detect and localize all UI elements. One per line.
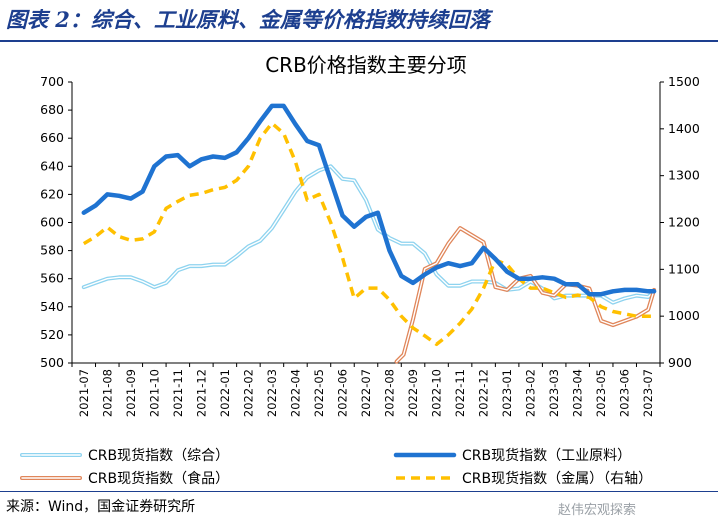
x-tick-label: 2023-04	[571, 369, 585, 417]
x-tick-label: 2021-09	[124, 369, 138, 417]
figure-title: 图表 2：综合、工业原料、金属等价格指数持续回落	[6, 7, 490, 32]
x-tick-label: 2023-05	[594, 369, 608, 417]
x-tick-label: 2022-02	[241, 369, 255, 417]
x-tick-label: 2021-07	[77, 369, 91, 417]
y-left-tick-label: 620	[40, 186, 64, 201]
y-left-tick-label: 560	[40, 271, 64, 286]
legend-label: CRB现货指数（工业原料）	[462, 447, 631, 464]
chart-title: CRB价格指数主要分项	[265, 53, 467, 77]
x-tick-label: 2021-10	[147, 369, 161, 417]
legend-label: CRB现货指数（金属）（右轴）	[462, 470, 652, 487]
y-left-tick-label: 680	[40, 102, 64, 117]
y-right-tick-label: 1500	[668, 74, 700, 89]
x-tick-label: 2023-03	[547, 369, 561, 417]
axes: 500 520 540 560 580 600 620 640 660 680 700 900 1000…	[40, 74, 700, 417]
x-tick-label: 2021-08	[100, 369, 114, 417]
y-right-tick-label: 1300	[668, 168, 700, 183]
x-tick-label: 2022-01	[218, 369, 232, 417]
x-tick-label: 2022-10	[430, 369, 444, 417]
series-line-industrial	[81, 103, 657, 297]
legend: CRB现货指数（综合） CRB现货指数（工业原料） CRB现货指数（食品） CRB现货…	[20, 447, 652, 487]
x-tick-label: 2022-06	[335, 369, 349, 417]
y-left-tick-label: 700	[40, 74, 64, 89]
y-left-tick-label: 520	[40, 327, 64, 342]
x-tick-label: 2022-09	[406, 369, 420, 417]
series-industrial	[81, 103, 657, 297]
series-layer	[81, 103, 657, 364]
x-tick-label: 2021-11	[171, 369, 185, 417]
y-left-tick-label: 660	[40, 130, 64, 145]
y-right-tick-label: 1100	[668, 261, 700, 276]
x-tick-label: 2023-02	[524, 369, 538, 417]
series-food	[394, 226, 657, 364]
y-right-tick-label: 900	[668, 355, 692, 370]
legend-item-food: CRB现货指数（食品）	[20, 470, 229, 487]
x-tick-label: 2023-01	[500, 369, 514, 417]
y-right-tick-label: 1200	[668, 215, 700, 230]
x-tick-label: 2022-07	[359, 369, 373, 417]
chart: CRB价格指数主要分项 500 520 540 560 580 600 620 640 660 6…	[20, 53, 700, 487]
title-divider	[0, 40, 718, 42]
legend-item-industrial: CRB现货指数（工业原料）	[393, 447, 631, 464]
source-note: 来源：Wind，国金证券研究所	[6, 499, 196, 515]
y-left-tick-label: 500	[40, 355, 64, 370]
x-tick-label: 2022-04	[288, 369, 302, 417]
x-tick-label: 2023-07	[641, 369, 655, 417]
series-metals	[82, 121, 655, 347]
series-line-food-inner	[395, 227, 655, 363]
x-tick-label: 2022-11	[453, 369, 467, 417]
x-tick-label: 2022-05	[312, 369, 326, 417]
legend-item-composite: CRB现货指数（综合）	[20, 447, 229, 464]
watermark: 赵伟宏观探索	[558, 503, 637, 518]
x-tick-label: 2022-03	[265, 369, 279, 417]
y-right-tick-label: 1000	[668, 308, 700, 323]
legend-label: CRB现货指数（食品）	[88, 470, 229, 487]
legend-label: CRB现货指数（综合）	[88, 447, 229, 464]
series-line-metals	[82, 121, 655, 347]
x-tick-label: 2022-08	[383, 369, 397, 417]
series-line-food-outer	[394, 226, 657, 364]
y-left-tick-label: 640	[40, 158, 64, 173]
x-tick-label: 2021-12	[194, 369, 208, 417]
x-tick-label: 2022-12	[477, 369, 491, 417]
y-left-tick-label: 600	[40, 215, 64, 230]
y-right-tick-label: 1400	[668, 121, 700, 136]
legend-item-metals: CRB现货指数（金属）（右轴）	[396, 470, 652, 487]
y-left-tick-label: 540	[40, 299, 64, 314]
y-left-tick-label: 580	[40, 243, 64, 258]
x-tick-label: 2023-06	[618, 369, 632, 417]
footer-divider	[0, 491, 718, 492]
